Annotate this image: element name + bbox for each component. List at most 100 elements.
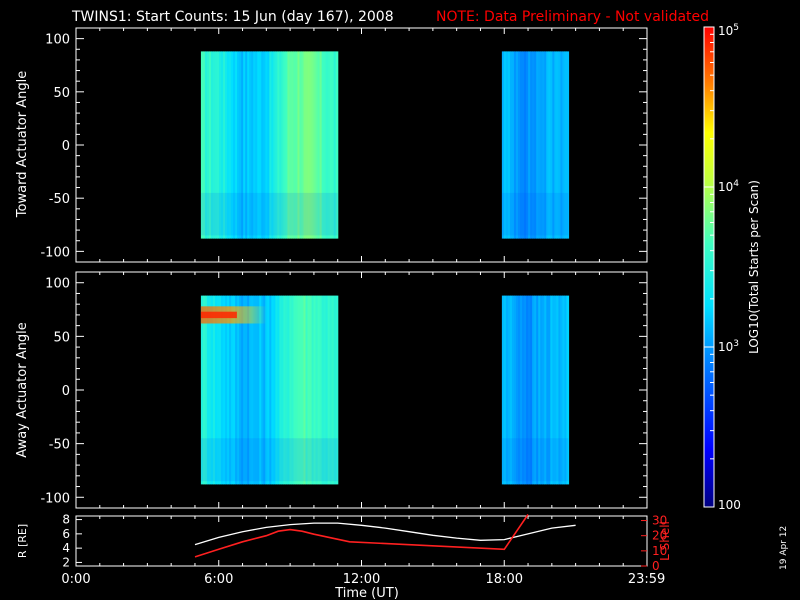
heatmap-column	[265, 295, 268, 485]
radius-series-line	[194, 522, 576, 546]
heatmap-column	[317, 295, 321, 485]
heatmap-column	[295, 51, 299, 239]
heatmap-column	[552, 295, 555, 485]
heatmap-column	[247, 51, 250, 239]
heatmap-column	[522, 295, 525, 485]
heatmap-column	[279, 295, 282, 485]
heatmap-column	[225, 51, 228, 239]
heatmap-shade	[200, 438, 338, 482]
heatmap-column	[319, 51, 323, 239]
heatmap-column	[513, 295, 517, 485]
heatmap-column	[297, 51, 301, 239]
heatmap-column	[501, 51, 505, 239]
heatmap-column	[305, 295, 309, 485]
heatmap-column	[333, 295, 337, 485]
heatmap-column	[273, 51, 276, 239]
heatmap-column	[520, 295, 523, 485]
y-tick-label: -100	[40, 245, 70, 260]
heatmap-column	[243, 51, 246, 239]
heatmap-column	[231, 51, 234, 239]
away-ylabel: Away Actuator Angle	[15, 322, 30, 457]
heatmap-column	[243, 295, 246, 485]
heatmap-column	[530, 295, 533, 485]
heatmap-column	[536, 295, 539, 485]
heatmap-column	[511, 295, 515, 485]
heatmap-column	[315, 51, 319, 239]
heatmap-column	[552, 51, 555, 239]
colorbar-ticks: 100 103 104 105	[704, 23, 741, 512]
heatmap-column	[558, 295, 562, 485]
heatmap-column	[542, 51, 545, 239]
heatmap-column	[507, 295, 511, 485]
x-tick-label: 23:59	[628, 572, 665, 587]
heatmap-column	[546, 295, 549, 485]
heatmap-column	[315, 295, 319, 485]
heatmap-column	[255, 51, 258, 239]
heatmap-column	[526, 51, 529, 239]
lshell-ylabel: L Shell	[658, 521, 672, 561]
heatmap-column	[249, 295, 252, 485]
heatmap-column	[200, 51, 204, 239]
data-block	[501, 295, 570, 485]
heatmap-column	[509, 295, 513, 485]
heatmap-column	[303, 295, 307, 485]
heatmap-column	[560, 295, 564, 485]
heatmap-column	[530, 51, 533, 239]
heatmap-column	[233, 295, 236, 485]
heatmap-column	[562, 295, 566, 485]
heatmap-column	[247, 295, 250, 485]
heatmap-column	[505, 51, 509, 239]
heatmap-column	[214, 295, 218, 485]
heatmap-column	[323, 51, 327, 239]
heatmap-column	[269, 51, 272, 239]
heatmap-column	[311, 51, 315, 239]
heatmap-column	[325, 51, 329, 239]
heatmap-column	[528, 295, 531, 485]
heatmap-column	[245, 51, 248, 239]
heatmap-column	[503, 51, 507, 239]
heatmap-column	[509, 51, 513, 239]
heatmap-column	[281, 295, 284, 485]
heatmap-column	[259, 295, 262, 485]
heatmap-column	[267, 51, 270, 239]
heatmap-column	[265, 51, 268, 239]
heatmap-column	[329, 295, 333, 485]
heatmap-column	[285, 51, 289, 239]
heatmap-column	[210, 295, 214, 485]
heatmap-column	[516, 51, 519, 239]
y-tick-label: 4	[62, 541, 70, 555]
heatmap-column	[538, 51, 541, 239]
heatmap-column	[257, 295, 260, 485]
heatmap-column	[241, 51, 244, 239]
heatmap-column	[263, 295, 266, 485]
heatmap-column	[335, 295, 339, 485]
heatmap-column	[208, 295, 212, 485]
heatmap-column	[269, 295, 272, 485]
y-tick-label: -50	[49, 192, 70, 207]
heatmap-column	[261, 51, 264, 239]
heatmap-column	[251, 51, 254, 239]
heatmap-column	[239, 295, 242, 485]
heatmap-column	[204, 295, 208, 485]
heatmap-column	[235, 295, 238, 485]
heatmap-column	[202, 295, 206, 485]
heatmap-column	[231, 295, 234, 485]
colorbar-tick-label: 105	[718, 23, 739, 38]
heatmap-column	[528, 51, 531, 239]
heatmap-column	[538, 295, 541, 485]
heatmap-column	[289, 51, 293, 239]
y-tick-label-right: 30	[652, 514, 667, 528]
heatmap-column	[548, 51, 551, 239]
heatmap-column	[560, 51, 564, 239]
data-block	[200, 51, 339, 239]
heatmap-column	[287, 51, 291, 239]
heatmap-column	[501, 295, 505, 485]
heatmap-column	[200, 295, 204, 485]
heatmap-column	[237, 295, 240, 485]
y-tick-label: -100	[40, 491, 70, 506]
heatmap-shade	[501, 438, 569, 482]
y-tick-label: 2	[62, 555, 70, 569]
heatmap-column	[309, 295, 313, 485]
toward-heatmap-panel: -100 -50 0 50 100	[40, 27, 648, 263]
